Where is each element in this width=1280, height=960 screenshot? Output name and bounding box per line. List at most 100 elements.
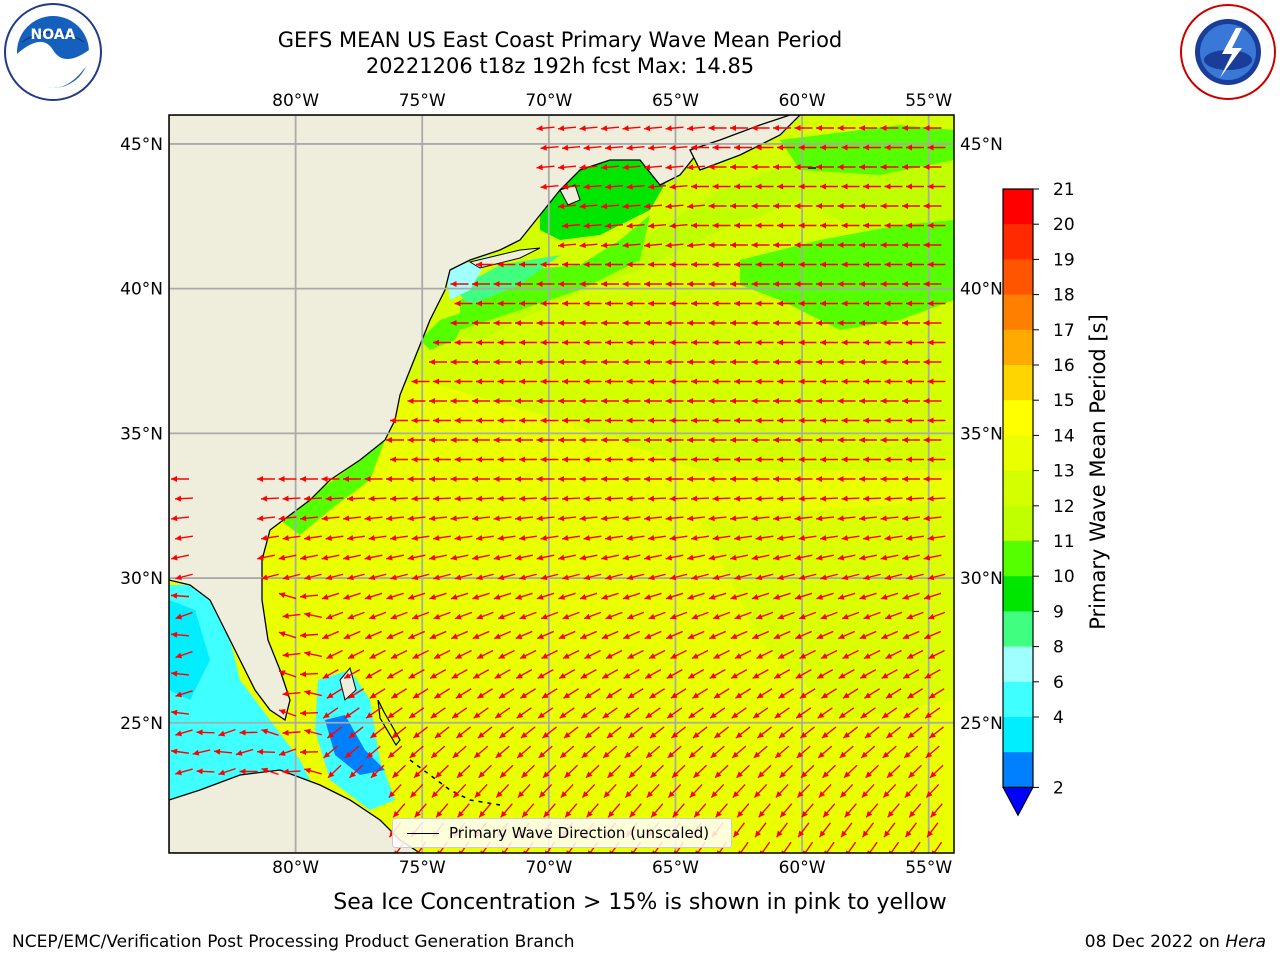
wave-arrow-head	[583, 144, 590, 151]
wave-arrow-head	[536, 476, 543, 482]
wave-arrow-head	[691, 495, 698, 502]
wave-arrow-head	[818, 791, 826, 798]
wave-arrow-head	[816, 281, 822, 287]
wave-arrow-head	[755, 534, 762, 541]
wave-arrow-head	[798, 574, 806, 581]
wave-arrow-head	[541, 613, 548, 620]
wave-arrow-head	[516, 712, 524, 719]
wave-arrow-head	[626, 144, 633, 151]
wave-arrow-head	[714, 731, 721, 739]
wave-arrow-head	[370, 771, 378, 778]
wave-arrow-head	[300, 554, 307, 561]
wave-arrow-head	[493, 515, 500, 522]
wave-arrow-head	[540, 339, 547, 346]
wave-arrow-head	[626, 417, 633, 424]
wave-arrow-head	[821, 731, 829, 739]
wave-arrow-head	[304, 728, 311, 735]
wave-arrow-head	[388, 751, 395, 758]
wave-arrow-head	[648, 222, 655, 229]
wave-arrow-head	[925, 751, 933, 758]
wave-arrow-head	[476, 613, 484, 620]
wave-arrow-head	[536, 554, 544, 561]
wave-arrow-head	[708, 242, 715, 248]
wave-arrow-head	[923, 164, 930, 170]
wave-arrow-head	[622, 515, 629, 522]
wave-arrow-head	[734, 222, 740, 229]
wave-arrow-head	[431, 751, 438, 758]
wave-arrow-head	[777, 144, 783, 151]
wave-arrow	[739, 841, 749, 853]
wave-arrow-head	[278, 670, 286, 676]
wave-arrow-head	[691, 613, 699, 620]
wave-arrow-head	[498, 653, 506, 659]
wave-arrow-head	[626, 339, 633, 346]
wave-arrow-head	[540, 534, 547, 541]
wave-arrow-head	[605, 534, 612, 541]
wave-arrow-head	[304, 495, 311, 502]
wave-arrow-head	[563, 692, 571, 699]
wave-arrow-head	[494, 672, 502, 679]
wave-arrow-head	[536, 320, 543, 326]
wave-arrow-head	[386, 437, 392, 443]
wave-arrow-head	[605, 144, 612, 151]
wave-arrow-head	[278, 631, 286, 637]
wave-arrow-head	[777, 261, 783, 268]
wave-arrow-head	[537, 633, 544, 639]
wave-arrow-head	[558, 398, 564, 404]
wave-arrow-head	[820, 456, 826, 463]
wave-arrow-head	[558, 164, 565, 171]
wave-arrow-head	[665, 125, 672, 132]
wave-arrow-head	[304, 767, 311, 774]
wave-arrow-head	[837, 594, 845, 600]
wave-arrow-head	[433, 653, 441, 659]
wave-arrow-head	[300, 671, 307, 678]
wave-arrow-head	[627, 653, 635, 659]
wave-arrow-head	[923, 242, 930, 248]
wave-arrow-head	[798, 261, 805, 268]
wave-direction-arrows	[170, 125, 946, 853]
colorbar-extend-arrow	[1002, 786, 1034, 817]
wave-arrow-head	[472, 554, 479, 561]
wave-arrow-head	[927, 261, 934, 268]
wave-arrow-head	[457, 810, 464, 818]
wave-arrow-head	[585, 771, 593, 778]
wave-arrow-head	[326, 653, 334, 659]
wave-arrow-head	[558, 437, 564, 443]
wave-arrow-head	[601, 320, 607, 326]
wave-arrow-head	[584, 653, 592, 659]
wave-arrow-head	[300, 476, 306, 482]
wave-arrow-head	[923, 476, 930, 482]
wave-arrow-head	[777, 653, 785, 659]
wave-arrow-head	[885, 653, 893, 659]
wave-arrow-head	[515, 594, 523, 600]
wave-arrow-head	[368, 534, 375, 541]
footer-credit: NCEP/EMC/Verification Post Processing Pr…	[12, 932, 575, 952]
wave-arrow-head	[605, 495, 612, 502]
wave-arrow-head	[689, 791, 697, 798]
wave-arrow-head	[816, 164, 822, 170]
wave-arrow-head	[755, 574, 763, 581]
wave-arrow-head	[171, 631, 178, 638]
wave-arrow-head	[708, 164, 715, 170]
wave-arrow	[933, 841, 943, 853]
colorbar-segment	[1003, 329, 1033, 366]
wave-arrow-head	[343, 594, 351, 600]
wave-arrow-head	[644, 164, 651, 171]
wave-arrow-head	[321, 554, 329, 561]
wave-arrow-head	[842, 692, 850, 699]
wave-arrow-head	[348, 692, 356, 699]
wave-arrow-head	[562, 222, 569, 229]
wave-arrow-head	[669, 144, 676, 151]
wave-arrow-head	[583, 495, 590, 502]
wave-arrow-head	[667, 751, 675, 758]
wave-arrow-head	[774, 712, 782, 719]
wave-arrow-head	[644, 281, 650, 287]
wave-arrow-head	[902, 437, 908, 443]
wave-arrow-head	[773, 554, 780, 561]
wave-arrow-head	[453, 791, 460, 798]
wave-arrow-head	[536, 594, 544, 600]
wave-arrow-head	[817, 712, 825, 719]
colorbar-tick-label: 6	[1053, 673, 1064, 693]
wave-arrow-head	[667, 712, 674, 719]
wave-arrow-head	[730, 203, 736, 209]
